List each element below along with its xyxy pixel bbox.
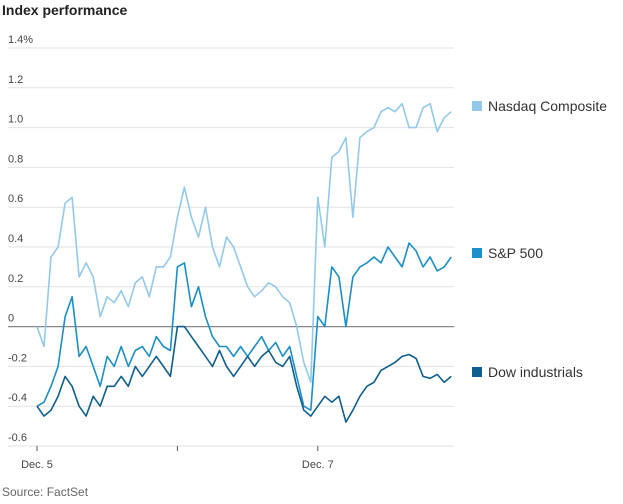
y-tick-label: 1.2 — [8, 74, 23, 86]
x-tick-label: Dec. 7 — [302, 459, 334, 471]
legend-swatch — [472, 101, 482, 111]
source: Source: FactSet — [2, 485, 89, 499]
series-line — [36, 102, 452, 384]
x-tick-label: Dec. 5 — [21, 459, 53, 471]
legend-swatch — [472, 248, 482, 258]
y-tick-label: 0.2 — [8, 273, 23, 285]
y-tick-label: 1.0 — [8, 114, 23, 126]
y-tick-label: -0.6 — [8, 432, 27, 444]
y-tick-label: 0.4 — [8, 233, 23, 245]
legend-label: Nasdaq Composite — [488, 98, 607, 114]
y-tick-label: 0 — [8, 313, 14, 325]
series-line — [36, 242, 452, 411]
legend-label: S&P 500 — [488, 245, 543, 261]
legend-swatch — [472, 367, 482, 377]
series-line — [36, 325, 452, 423]
y-tick-label: -0.4 — [8, 392, 27, 404]
legend-label: Dow industrials — [488, 364, 583, 380]
y-tick-label: 0.8 — [8, 153, 23, 165]
y-tick-label: 0.6 — [8, 193, 23, 205]
chart-title: Index performance — [2, 2, 127, 18]
y-tick-label: 1.4% — [8, 34, 33, 46]
y-tick-label: -0.2 — [8, 352, 27, 364]
